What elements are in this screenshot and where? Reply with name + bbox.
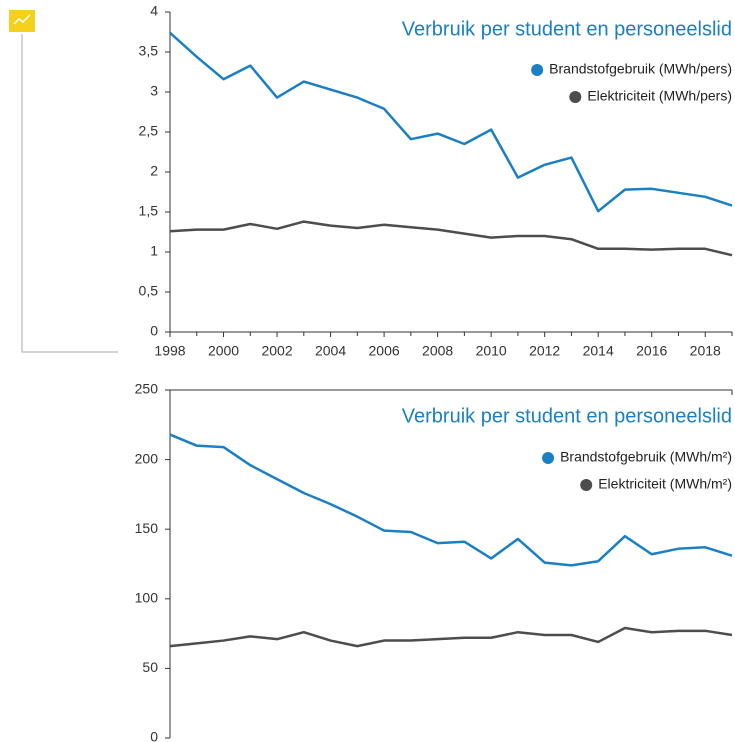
x-tick-label: 2018	[690, 343, 721, 359]
chart-title: Verbruik per student en personeelslid	[402, 405, 732, 427]
y-tick-label: 2	[150, 163, 158, 179]
legend-label: Elektriciteit (MWh/pers)	[587, 88, 732, 104]
data-line	[169, 433, 733, 567]
y-tick-label: 1,5	[139, 203, 159, 219]
x-tick-label: 2016	[636, 343, 667, 359]
x-tick-label: 2002	[261, 343, 292, 359]
x-tick-label: 2012	[529, 343, 560, 359]
data-line	[169, 220, 733, 257]
legend-marker	[531, 64, 544, 76]
legend-marker	[542, 452, 555, 464]
connector	[21, 34, 118, 353]
x-tick-label: 2006	[369, 343, 400, 359]
legend-label: Brandstofgebruik (MWh/pers)	[549, 61, 732, 77]
data-line	[169, 626, 733, 648]
y-tick-label: 3,5	[139, 43, 159, 59]
x-tick-label: 2004	[315, 343, 346, 359]
legend-label: Brandstofgebruik (MWh/m²)	[560, 449, 732, 465]
y-tick-label: 4	[150, 3, 158, 19]
data-line	[169, 31, 733, 213]
y-tick-label: 0	[150, 729, 158, 742]
x-tick-label: 2014	[583, 343, 614, 359]
y-tick-label: 2,5	[139, 123, 159, 139]
y-tick-label: 50	[142, 659, 158, 675]
y-tick-label: 0,5	[139, 283, 159, 299]
y-tick-label: 0	[150, 323, 158, 339]
chart-title: Verbruik per student en personeelslid	[402, 18, 732, 40]
chart-icon-glyph	[13, 14, 31, 25]
x-tick-label: 2010	[476, 343, 507, 359]
x-tick-label: 1998	[154, 343, 185, 359]
legend-marker	[569, 91, 582, 103]
y-tick-label: 100	[135, 590, 159, 606]
y-tick-label: 1	[150, 243, 158, 259]
y-tick-label: 200	[135, 450, 159, 466]
y-tick-label: 3	[150, 83, 158, 99]
y-tick-label: 250	[135, 381, 159, 397]
y-tick-label: 150	[135, 520, 159, 536]
legend-label: Elektriciteit (MWh/m²)	[598, 476, 732, 492]
x-tick-label: 2008	[422, 343, 453, 359]
legend-marker	[580, 479, 593, 491]
x-tick-label: 2000	[208, 343, 239, 359]
